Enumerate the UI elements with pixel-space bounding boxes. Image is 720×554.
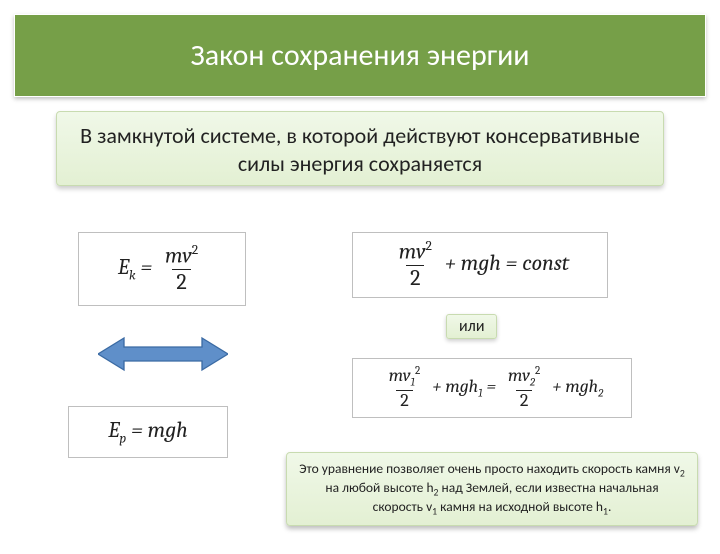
double-arrow-icon xyxy=(98,334,228,374)
num-mv-b: mv xyxy=(399,239,426,265)
num-mv: mv xyxy=(165,243,192,269)
or-label: или xyxy=(446,314,497,339)
plus-mgh-const: + mgh = const xyxy=(440,250,569,276)
sub-k: k xyxy=(129,269,136,284)
den2c: 2 xyxy=(396,390,413,411)
formula-energy-equality: mv12 2 + mgh1 = mv22 2 + mgh2 xyxy=(352,358,632,418)
fraction-mv2-over-2-b: mv2 2 xyxy=(395,240,436,290)
eq1: = xyxy=(483,376,500,397)
mgh: mgh xyxy=(148,417,188,443)
den-2-b: 2 xyxy=(406,265,424,290)
sub2a: 2 xyxy=(530,376,535,389)
var-E: E xyxy=(118,254,129,280)
sup-2: 2 xyxy=(192,243,198,258)
ft-s1: 2 xyxy=(680,468,685,480)
sup2c: 2 xyxy=(415,364,420,377)
ft-p2: на любой высоте h xyxy=(325,479,433,496)
sup2d: 2 xyxy=(535,364,540,377)
den-2: 2 xyxy=(172,269,190,294)
slide-title: Закон сохранения энергии xyxy=(14,14,706,97)
eq2: = xyxy=(126,417,147,443)
formula-kinetic-energy: Ek = mv2 2 xyxy=(78,232,246,306)
eq-sign: = xyxy=(136,254,157,280)
frac-mv2: mv22 2 xyxy=(504,365,544,410)
mgh2: mgh xyxy=(565,376,598,397)
sub1a: 1 xyxy=(411,376,415,389)
fraction-mv2-over-2: mv2 2 xyxy=(161,244,202,294)
ft-p1: Это уравнение позволяет очень просто нах… xyxy=(299,460,680,477)
mgh1: mgh xyxy=(445,376,478,397)
mv-c: mv xyxy=(389,365,411,386)
plus2: + xyxy=(548,376,565,397)
sub2b: 2 xyxy=(598,387,603,400)
ft-p4: камня на исходной высоте h xyxy=(437,498,603,515)
formula-potential-energy: Ep = mgh xyxy=(68,406,228,458)
mv-d: mv xyxy=(508,365,530,386)
ft-p5: . xyxy=(608,498,611,515)
formula-energy-const: mv2 2 + mgh = const xyxy=(352,232,608,298)
explanation-box: Это уравнение позволяет очень просто нах… xyxy=(286,452,698,526)
sup-2-b: 2 xyxy=(425,239,431,254)
plus1: + xyxy=(428,376,445,397)
den2d: 2 xyxy=(516,390,533,411)
slide-subtitle: В замкнутой системе, в которой действуют… xyxy=(56,111,664,186)
frac-mv1: mv12 2 xyxy=(385,365,425,410)
var-Ep: E xyxy=(108,417,119,443)
